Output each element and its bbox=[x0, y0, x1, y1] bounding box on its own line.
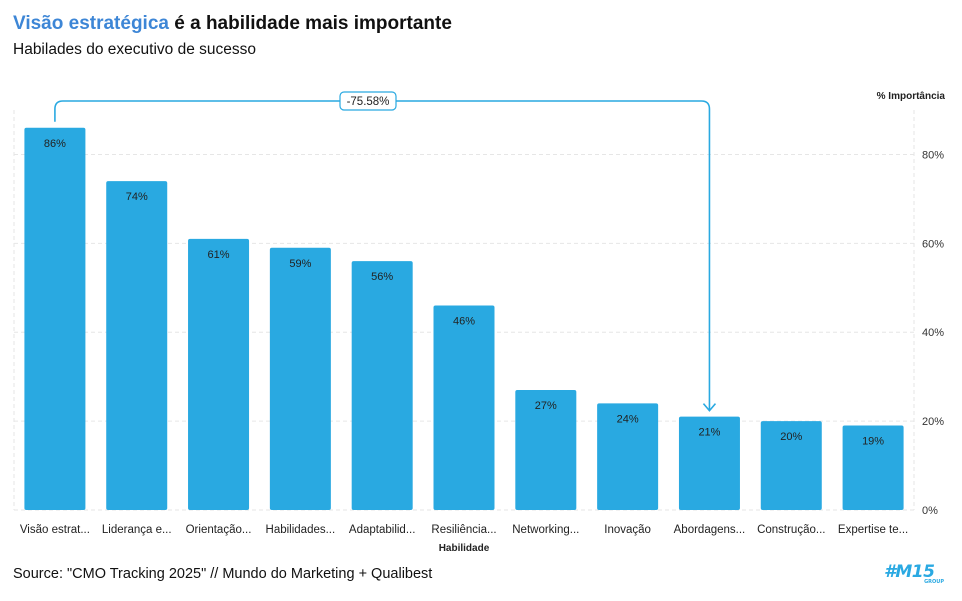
x-tick-label: Abordagens... bbox=[674, 524, 746, 536]
data-label: 27% bbox=[535, 400, 557, 412]
chart-subtitle: Habilades do executivo de sucesso bbox=[13, 41, 256, 58]
x-tick-label: Adaptabilid... bbox=[349, 524, 416, 536]
source-note: Source: "CMO Tracking 2025" // Mundo do … bbox=[13, 566, 433, 582]
data-label: 24% bbox=[617, 413, 639, 425]
bar bbox=[24, 127, 86, 511]
data-label: 61% bbox=[208, 249, 230, 261]
y-tick-label: 80% bbox=[922, 149, 944, 161]
data-label: 56% bbox=[371, 271, 393, 283]
data-label: 86% bbox=[44, 138, 66, 150]
x-tick-label: Expertise te... bbox=[838, 524, 908, 536]
x-tick-label: Liderança e... bbox=[102, 524, 172, 536]
data-label: 59% bbox=[289, 258, 311, 270]
bar bbox=[760, 421, 822, 510]
bar bbox=[106, 181, 168, 510]
data-label: 20% bbox=[780, 431, 802, 443]
x-tick-label: Orientação... bbox=[186, 524, 252, 536]
bar bbox=[842, 425, 904, 510]
annotation-box bbox=[339, 91, 397, 111]
axes: 0% 20% 40% 60% 80% Visão estrat... Liderança e… bbox=[20, 91, 946, 554]
y-tick-label: 20% bbox=[922, 416, 944, 428]
x-tick-label: Construção... bbox=[757, 524, 825, 536]
y-tick-label: 40% bbox=[922, 327, 944, 339]
y-axis-title: % Importância bbox=[877, 91, 946, 102]
bar bbox=[678, 416, 740, 510]
bar bbox=[188, 238, 250, 510]
brand-logo-text: #M15 bbox=[884, 562, 935, 582]
bar bbox=[351, 261, 413, 510]
bars: 86% 74% 61% 59% 56% 46% 27% 24% 21% 20% 19% bbox=[24, 127, 904, 511]
x-axis-title: Habilidade bbox=[439, 543, 490, 554]
data-label: 19% bbox=[862, 436, 884, 448]
y-tick-label: 0% bbox=[922, 505, 938, 517]
x-tick-label: Habilidades... bbox=[266, 524, 336, 536]
data-label: 74% bbox=[126, 191, 148, 203]
y-tick-label: 60% bbox=[922, 238, 944, 250]
brand-logo: #M15 GROUP bbox=[884, 562, 946, 585]
bar bbox=[269, 247, 331, 510]
data-label: 46% bbox=[453, 316, 475, 328]
x-tick-label: Inovação bbox=[604, 524, 651, 536]
annotation-label: -75.58% bbox=[347, 96, 390, 108]
data-label: 21% bbox=[698, 427, 720, 439]
chart-title: Visão estratégica é a habilidade mais im… bbox=[13, 11, 452, 37]
bar bbox=[515, 390, 577, 510]
x-tick-label: Visão estrat... bbox=[20, 524, 90, 536]
x-tick-label: Resiliência... bbox=[431, 524, 496, 536]
x-tick-label: Networking... bbox=[512, 524, 579, 536]
chart-title-highlight: Visão estratégica bbox=[13, 13, 169, 34]
annotation-arrowhead bbox=[702, 403, 717, 412]
bar bbox=[597, 403, 659, 510]
brand-logo-subtext: GROUP bbox=[924, 579, 944, 585]
comparison-annotation: -75.58% bbox=[54, 91, 717, 412]
chart-title-rest: é a habilidade mais importante bbox=[168, 13, 452, 34]
bar bbox=[433, 305, 495, 510]
